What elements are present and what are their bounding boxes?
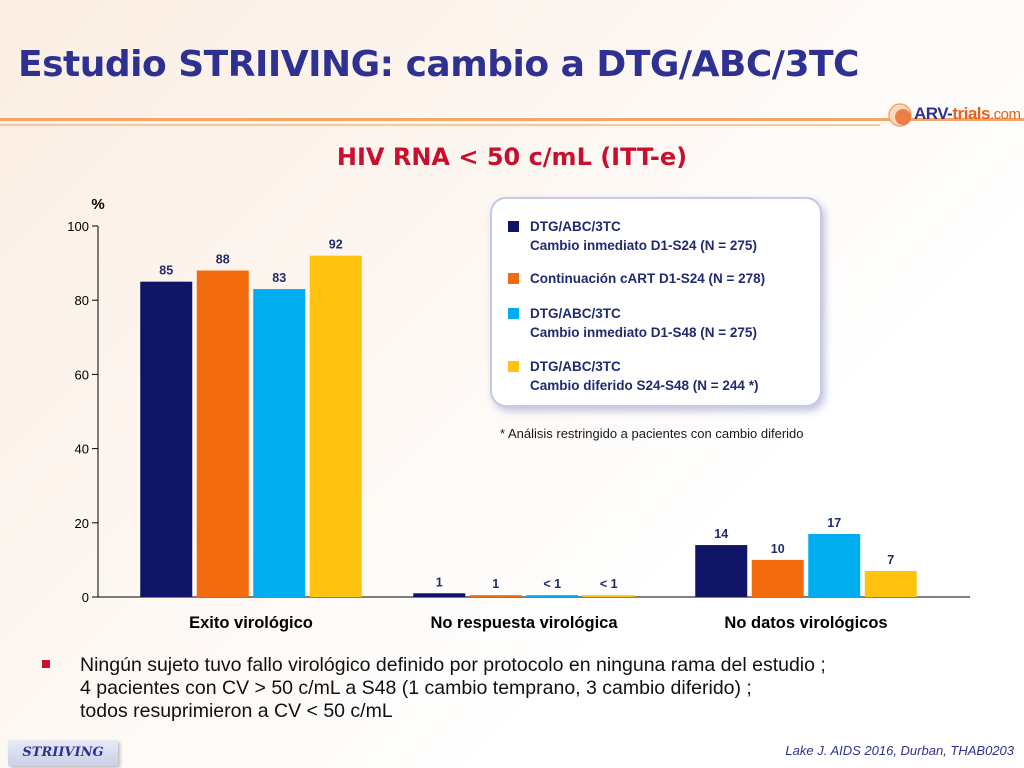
- bar: [140, 281, 193, 597]
- bar: [695, 545, 748, 597]
- notes-bullet-text: Ningún sujeto tuvo fallo virológico defi…: [80, 654, 826, 722]
- legend-label: Continuación cART D1-S24 (N = 278): [530, 271, 766, 286]
- bar-value-label: 1: [436, 575, 443, 589]
- bar: [526, 595, 579, 597]
- y-tick-label: 40: [75, 442, 89, 457]
- bar: [196, 270, 249, 597]
- bar: [469, 595, 522, 597]
- chart-title: HIV RNA < 50 c/mL (ITT-e): [336, 143, 688, 171]
- bar-value-label: 88: [216, 253, 230, 267]
- y-tick-label: 80: [75, 293, 89, 308]
- bar: [413, 593, 466, 597]
- category-label: No datos virológicos: [724, 614, 887, 632]
- legend-label: DTG/ABC/3TC Cambio inmediato D1-S48 (N =…: [530, 306, 757, 340]
- legend-item: DTG/ABC/3TC Cambio inmediato D1-S24 (N =…: [508, 217, 757, 255]
- bar: [309, 255, 362, 597]
- bar-value-label: 14: [714, 527, 728, 541]
- category-label: No respuesta virológica: [430, 614, 618, 632]
- legend-item: DTG/ABC/3TC Cambio diferido S24-S48 (N =…: [508, 357, 758, 395]
- y-tick-label: 0: [82, 590, 89, 605]
- bar-value-label: < 1: [600, 577, 618, 591]
- category-label: Exito virológico: [189, 614, 313, 632]
- bullet-square-icon: [42, 660, 50, 668]
- citation: Lake J. AIDS 2016, Durban, THAB0203: [785, 743, 1014, 758]
- y-tick-label: 100: [67, 219, 89, 234]
- bar-value-label: 7: [887, 553, 894, 567]
- logo-accent: trials: [952, 104, 990, 123]
- y-tick-label: 60: [75, 367, 89, 382]
- bar: [751, 559, 804, 597]
- legend-label: DTG/ABC/3TC Cambio inmediato D1-S24 (N =…: [530, 219, 757, 253]
- bar-value-label: 85: [159, 264, 173, 278]
- study-tag-label: STRIIVING: [22, 745, 104, 760]
- study-tag: STRIIVING: [8, 740, 118, 766]
- bar-value-label: 92: [329, 238, 343, 252]
- legend-swatch-icon: [508, 361, 519, 372]
- page-title: Estudio STRIIVING: cambio a DTG/ABC/3TC: [18, 44, 859, 85]
- bar: [808, 533, 861, 597]
- y-tick-label: 20: [75, 516, 89, 531]
- logo-wordmark: ARV-trials.com: [914, 104, 1021, 124]
- bar: [253, 289, 306, 597]
- bar-value-label: < 1: [543, 577, 561, 591]
- logo-prefix: ARV-: [914, 104, 953, 123]
- bar: [582, 595, 635, 597]
- header-divider-secondary: [0, 124, 880, 126]
- header-divider: [0, 118, 1024, 121]
- bar-value-label: 10: [771, 542, 785, 556]
- legend-item: DTG/ABC/3TC Cambio inmediato D1-S48 (N =…: [508, 304, 757, 342]
- bar-value-label: 17: [827, 516, 841, 530]
- legend-swatch-icon: [508, 273, 519, 284]
- legend-item: Continuación cART D1-S24 (N = 278): [508, 269, 765, 288]
- chart-legend: DTG/ABC/3TC Cambio inmediato D1-S24 (N =…: [490, 197, 822, 407]
- y-axis-label: %: [91, 196, 104, 213]
- legend-swatch-icon: [508, 221, 519, 232]
- logo-suffix: .com: [989, 106, 1021, 123]
- bar: [864, 571, 917, 597]
- chart-footnote: * Análisis restringido a pacientes con c…: [500, 426, 804, 441]
- arv-trials-logo-icon: [888, 103, 912, 127]
- legend-label: DTG/ABC/3TC Cambio diferido S24-S48 (N =…: [530, 359, 759, 393]
- bar-value-label: 83: [272, 271, 286, 285]
- legend-swatch-icon: [508, 308, 519, 319]
- bar-value-label: 1: [492, 577, 499, 591]
